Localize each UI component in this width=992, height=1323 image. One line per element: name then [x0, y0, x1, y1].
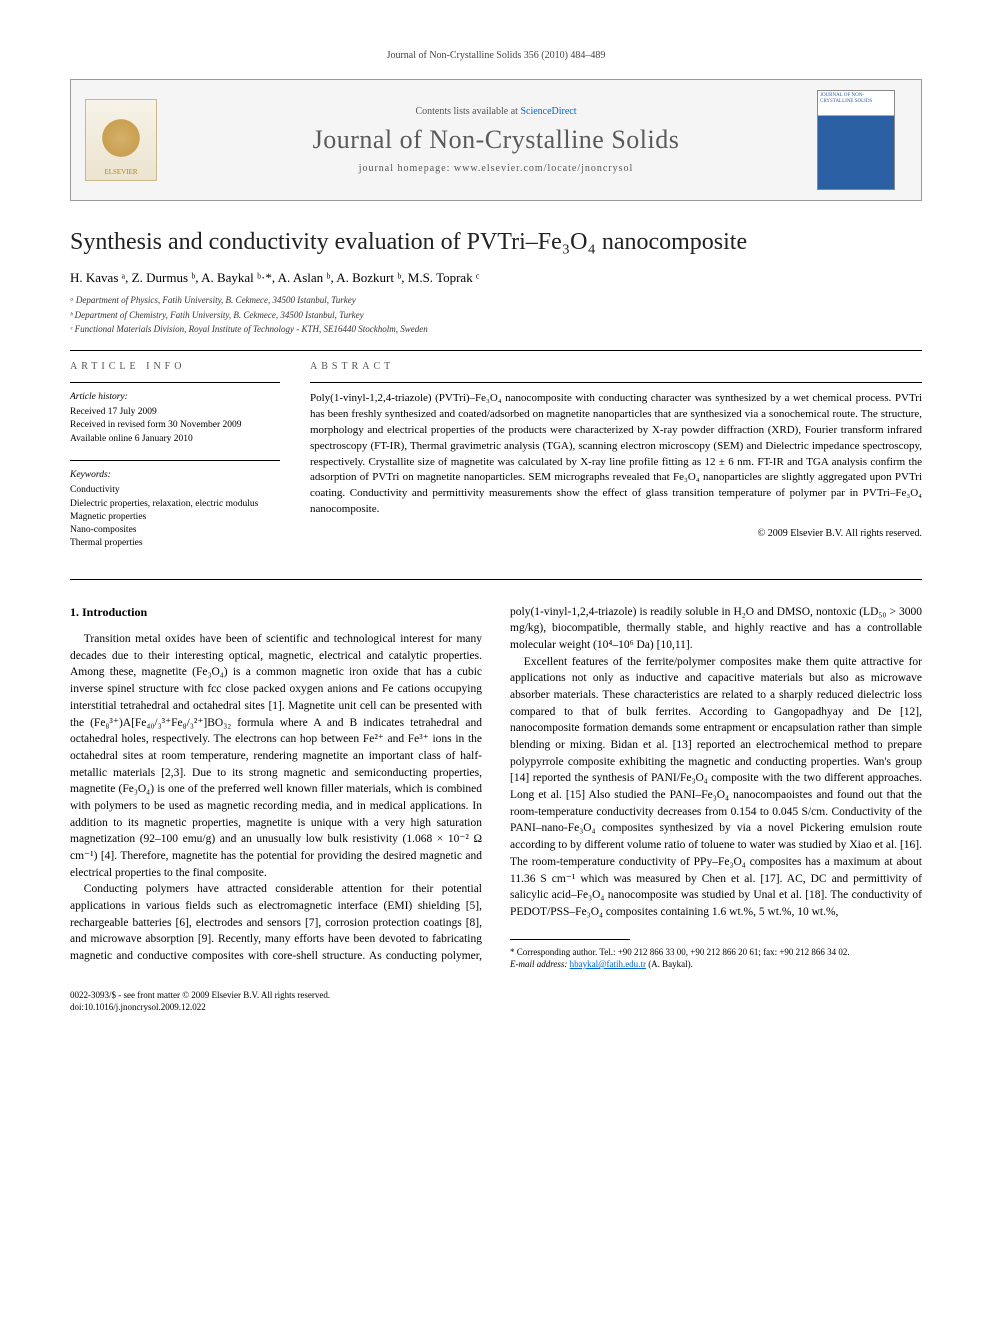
- publisher-name: ELSEVIER: [104, 168, 137, 176]
- divider: [70, 579, 922, 580]
- journal-cover-thumbnail: JOURNAL OF NON-CRYSTALLINE SOLIDS: [817, 90, 895, 190]
- contents-available-line: Contents lists available at ScienceDirec…: [175, 106, 817, 117]
- body-two-column: 1. Introduction Transition metal oxides …: [70, 604, 922, 971]
- footnote-corr: * Corresponding author. Tel.: +90 212 86…: [510, 946, 922, 959]
- contents-prefix: Contents lists available at: [415, 106, 520, 117]
- authors-line: H. Kavas ᵃ, Z. Durmus ᵇ, A. Baykal ᵇ·*, …: [70, 270, 922, 286]
- section-heading-introduction: 1. Introduction: [70, 604, 482, 621]
- elsevier-tree-icon: [99, 118, 143, 168]
- affiliation: ᶜ Functional Materials Division, Royal I…: [70, 323, 922, 336]
- body-paragraph: Transition metal oxides have been of sci…: [70, 631, 482, 881]
- issn-line: 0022-3093/$ - see front matter © 2009 El…: [70, 989, 330, 1002]
- footnote-rule: [510, 939, 630, 940]
- footnote-email-name: (A. Baykal).: [648, 959, 693, 969]
- affiliation: ᵃ Department of Physics, Fatih Universit…: [70, 294, 922, 307]
- keyword: Nano-composites: [70, 524, 280, 537]
- cover-thumb-block: JOURNAL OF NON-CRYSTALLINE SOLIDS: [817, 90, 907, 190]
- article-info-label: ARTICLE INFO: [70, 361, 280, 372]
- homepage-url[interactable]: www.elsevier.com/locate/jnoncrysol: [454, 163, 633, 174]
- publisher-logo-block: ELSEVIER: [85, 99, 175, 181]
- keyword: Magnetic properties: [70, 511, 280, 524]
- keywords-block: Keywords: Conductivity Dielectric proper…: [70, 469, 280, 551]
- doi-line: doi:10.1016/j.jnoncrysol.2009.12.022: [70, 1001, 330, 1014]
- keyword: Conductivity: [70, 484, 280, 497]
- history-header: Article history:: [70, 391, 280, 404]
- history-item: Available online 6 January 2010: [70, 433, 280, 446]
- journal-name: Journal of Non-Crystalline Solids: [175, 125, 817, 155]
- article-history: Article history: Received 17 July 2009 R…: [70, 391, 280, 446]
- divider: [70, 460, 280, 461]
- divider: [310, 382, 922, 383]
- article-title: Synthesis and conductivity evaluation of…: [70, 229, 922, 256]
- abstract-text: Poly(1-vinyl-1,2,4-triazole) (PVTri)–Fe₃…: [310, 391, 922, 519]
- homepage-prefix: journal homepage:: [359, 163, 454, 174]
- corresponding-author-footnote: * Corresponding author. Tel.: +90 212 86…: [510, 946, 922, 971]
- affiliation: ᵇ Department of Chemistry, Fatih Univers…: [70, 309, 922, 322]
- running-head: Journal of Non-Crystalline Solids 356 (2…: [70, 50, 922, 61]
- footnote-email-link[interactable]: hbaykal@fatih.edu.tr: [570, 959, 646, 969]
- affiliations-block: ᵃ Department of Physics, Fatih Universit…: [70, 294, 922, 336]
- sciencedirect-link[interactable]: ScienceDirect: [520, 106, 576, 117]
- abstract-copyright: © 2009 Elsevier B.V. All rights reserved…: [310, 528, 922, 539]
- body-paragraph: Excellent features of the ferrite/polyme…: [510, 654, 922, 921]
- cover-thumb-title: JOURNAL OF NON-CRYSTALLINE SOLIDS: [820, 93, 892, 104]
- abstract-label: ABSTRACT: [310, 361, 922, 372]
- history-item: Received 17 July 2009: [70, 406, 280, 419]
- elsevier-logo: ELSEVIER: [85, 99, 157, 181]
- footnote-email-label: E-mail address:: [510, 959, 567, 969]
- keyword: Dielectric properties, relaxation, elect…: [70, 498, 280, 511]
- history-item: Received in revised form 30 November 200…: [70, 419, 280, 432]
- divider: [70, 350, 922, 351]
- keyword: Thermal properties: [70, 537, 280, 550]
- journal-homepage-line: journal homepage: www.elsevier.com/locat…: [175, 163, 817, 174]
- divider: [70, 382, 280, 383]
- journal-banner: ELSEVIER Contents lists available at Sci…: [70, 79, 922, 201]
- page-footer: 0022-3093/$ - see front matter © 2009 El…: [70, 989, 922, 1014]
- keywords-header: Keywords:: [70, 469, 280, 482]
